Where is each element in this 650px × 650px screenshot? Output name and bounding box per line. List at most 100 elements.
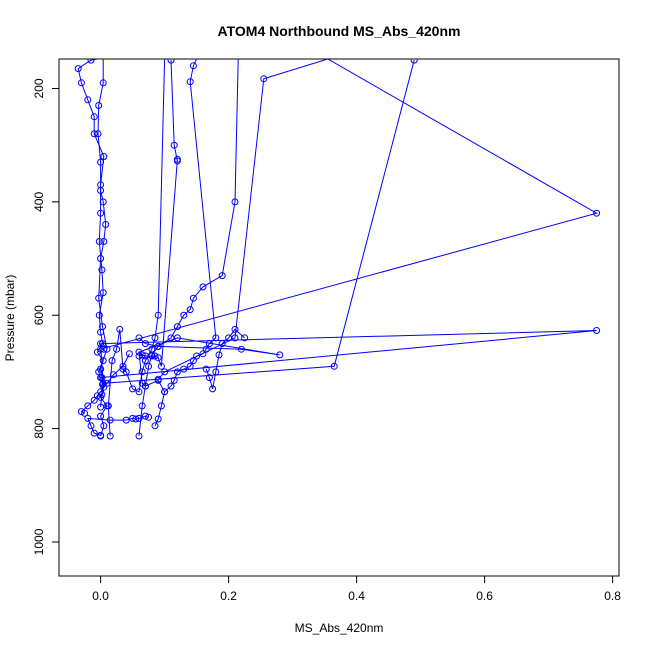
data-point <box>218 340 226 348</box>
series-layer <box>74 59 601 440</box>
data-point <box>170 376 178 384</box>
data-point <box>99 289 107 297</box>
data-point <box>141 412 149 420</box>
data-point <box>90 130 98 138</box>
data-point <box>161 388 169 396</box>
data-point <box>99 198 107 206</box>
series-line <box>138 59 239 437</box>
data-point <box>109 371 117 379</box>
data-point <box>122 416 130 424</box>
y-tick-label: 400 <box>32 192 46 212</box>
data-point <box>231 325 239 333</box>
data-point <box>212 368 220 376</box>
x-tick-label: 0.4 <box>348 589 365 603</box>
x-tick-label: 0.6 <box>476 589 493 603</box>
data-point <box>125 350 133 358</box>
data-point <box>100 422 108 430</box>
data-point <box>97 374 105 382</box>
series-line <box>100 59 597 384</box>
x-axis-label: MS_Abs_420nm <box>295 621 384 635</box>
series-9 <box>135 59 181 370</box>
series-line <box>97 59 108 408</box>
data-point <box>99 357 107 365</box>
data-point <box>186 78 194 86</box>
data-point <box>135 414 143 422</box>
data-point <box>95 102 103 109</box>
y-tick-label: 800 <box>32 418 46 438</box>
data-point <box>199 283 207 291</box>
data-point <box>157 402 165 410</box>
data-point <box>77 79 85 87</box>
data-point <box>180 311 188 319</box>
data-point <box>189 294 197 302</box>
data-point <box>151 334 159 342</box>
data-point <box>138 351 146 359</box>
data-point <box>100 238 108 245</box>
data-point <box>84 402 92 410</box>
data-point <box>276 351 284 359</box>
y-tick-label: 1000 <box>32 528 46 555</box>
data-point <box>97 255 105 262</box>
data-point <box>138 402 146 410</box>
data-point <box>106 432 114 440</box>
data-point <box>90 396 98 404</box>
data-point <box>154 415 162 423</box>
data-point <box>154 311 162 319</box>
series-12 <box>202 325 249 393</box>
series-line <box>100 59 598 380</box>
data-point <box>593 209 601 217</box>
x-tick-label: 0.0 <box>92 589 109 603</box>
data-point <box>237 345 245 353</box>
data-point <box>154 354 162 362</box>
data-point <box>135 432 143 440</box>
data-point <box>135 334 143 342</box>
data-point <box>97 431 105 439</box>
data-point <box>77 408 85 416</box>
x-tick-label: 0.8 <box>604 589 621 603</box>
y-tick-label: 600 <box>32 305 46 325</box>
data-point <box>141 382 149 390</box>
data-point <box>189 62 197 70</box>
series-line <box>138 337 280 393</box>
data-point <box>145 362 153 370</box>
data-point <box>119 362 127 370</box>
data-point <box>151 422 159 430</box>
series-7 <box>97 59 601 387</box>
data-point <box>154 342 162 350</box>
data-point <box>193 352 201 360</box>
data-point <box>173 368 181 376</box>
data-point <box>102 221 110 228</box>
data-point <box>108 357 116 365</box>
data-point <box>104 402 112 410</box>
y-axis: 200 400 600 800 1000 <box>32 78 59 555</box>
series-line <box>107 59 166 437</box>
x-axis: 0.0 0.2 0.4 0.6 0.8 <box>92 576 621 603</box>
plot-frame <box>58 58 620 577</box>
data-point <box>98 266 106 274</box>
data-point <box>84 414 92 422</box>
data-point <box>186 306 194 314</box>
chart-title: ATOM4 Northbound MS_Abs_420nm <box>218 23 461 39</box>
data-point <box>99 379 107 387</box>
y-axis-label: Pressure (mbar) <box>3 275 17 362</box>
data-point <box>106 416 114 424</box>
data-point <box>173 323 181 331</box>
y-tick-label: 200 <box>32 78 46 98</box>
data-point <box>113 345 121 353</box>
series-line <box>205 328 245 390</box>
data-point <box>141 357 149 365</box>
data-point <box>260 75 268 83</box>
data-point <box>231 198 239 206</box>
data-point <box>148 352 156 360</box>
data-point <box>99 380 106 388</box>
data-point <box>116 325 124 333</box>
series-line <box>80 353 130 414</box>
data-point <box>225 334 233 342</box>
series-4 <box>135 59 239 440</box>
data-point <box>410 59 418 64</box>
data-point <box>205 374 213 382</box>
data-point <box>173 334 181 342</box>
data-point <box>135 388 143 396</box>
data-point <box>215 351 223 359</box>
